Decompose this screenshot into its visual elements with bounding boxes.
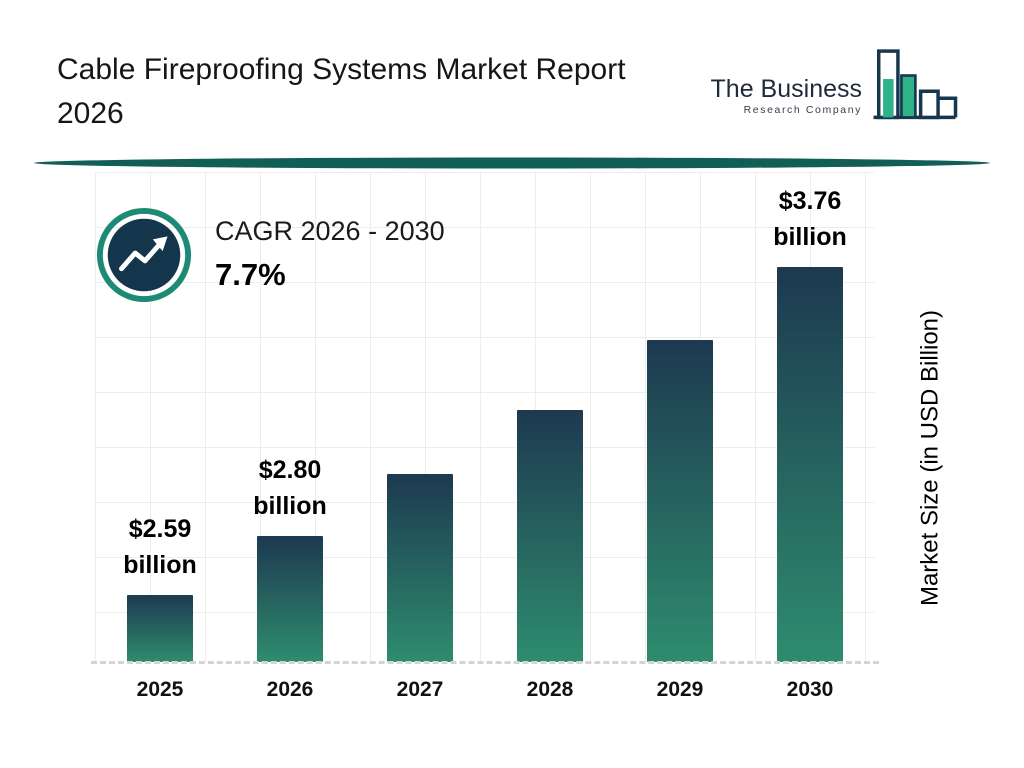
x-axis-labels: 2025 2026 2027 2028 2029 2030 <box>95 678 875 702</box>
bar-slot-2029 <box>615 340 745 662</box>
bar-chart-icon <box>873 49 958 120</box>
logo-text-secondary: Research Company <box>743 104 862 116</box>
bars-container: $2.59 billion $2.80 billion $3.76 billion <box>95 172 875 662</box>
logo-text: The Business Research Company <box>710 74 862 130</box>
bar-2027 <box>387 474 453 662</box>
bar-slot-2025: $2.59 billion <box>95 512 225 662</box>
bar-2029 <box>647 340 713 662</box>
x-axis-label-2029: 2029 <box>656 678 704 701</box>
header-divider <box>34 157 990 169</box>
bar-2030 <box>777 267 843 662</box>
bar-value-label-2030: $3.76 billion <box>773 187 847 251</box>
cagr-text: CAGR 2026 - 2030 7.7% <box>215 206 445 293</box>
bar-slot-2026: $2.80 billion <box>225 453 355 662</box>
bar-2028 <box>517 410 583 662</box>
bar-2025 <box>127 595 193 662</box>
company-logo: The Business Research Company <box>711 42 966 130</box>
logo-text-primary: The Business <box>710 74 862 103</box>
x-axis-label-2028: 2028 <box>526 678 574 701</box>
x-axis-label-2027: 2027 <box>396 678 444 701</box>
x-axis-label-2026: 2026 <box>266 678 314 701</box>
cagr-value: 7.7% <box>215 257 286 292</box>
page-title: Cable Fireproofing Systems Market Report… <box>57 53 626 130</box>
bar-value-label-2026: $2.80 billion <box>253 456 327 520</box>
bar-value-label-2025: $2.59 billion <box>123 515 197 579</box>
bar-slot-2027 <box>355 474 485 662</box>
cagr-badge-group: CAGR 2026 - 2030 7.7% <box>95 206 445 304</box>
x-axis-label-2025: 2025 <box>136 678 184 701</box>
cagr-label: CAGR 2026 - 2030 <box>215 216 445 246</box>
plot-area: $2.59 billion $2.80 billion $3.76 billion <box>91 172 879 664</box>
y-axis-title: Market Size (in USD Billion) <box>916 309 944 607</box>
bar-2026 <box>257 536 323 662</box>
bar-slot-2030: $3.76 billion <box>745 184 875 662</box>
x-axis-label-2030: 2030 <box>786 678 834 701</box>
bar-slot-2028 <box>485 410 615 662</box>
trend-up-icon <box>96 207 192 303</box>
